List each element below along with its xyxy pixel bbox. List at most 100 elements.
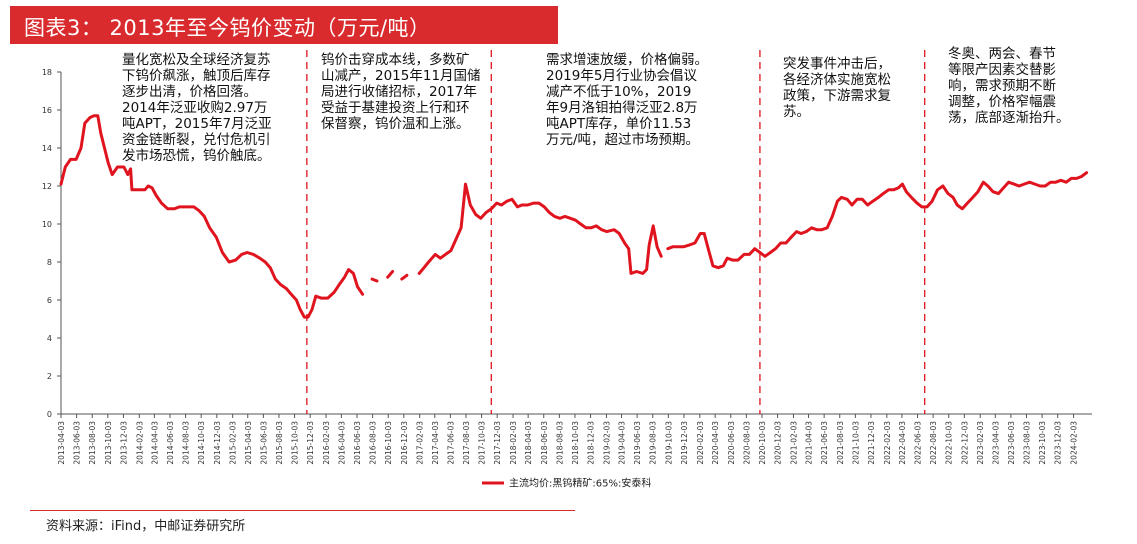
x-tick-label: 2017-12-03: [493, 421, 502, 465]
price-series-line: [386, 270, 395, 279]
x-tick-label: 2019-12-03: [680, 421, 689, 465]
x-tick-label: 2021-04-03: [805, 421, 814, 465]
annotation-text-line: 局进行收储招标，2017年: [321, 84, 477, 100]
x-tick-label: 2017-02-03: [416, 421, 425, 465]
x-tick-label: 2014-08-03: [182, 421, 191, 465]
x-tick-label: 2021-06-03: [820, 421, 829, 465]
x-tick-label: 2024-02-03: [1070, 421, 1079, 465]
x-tick-label: 2015-02-03: [229, 421, 238, 465]
annotation-text-line: 万元/吨，超过市场预期。: [546, 131, 699, 148]
annotation-text-line: 响，需求预期不断: [948, 78, 1056, 94]
x-tick-label: 2023-06-03: [1007, 421, 1016, 465]
annotation-text-line: 发市场恐慌，钨价触底。: [122, 147, 271, 164]
x-tick-label: 2013-12-03: [119, 421, 128, 465]
legend-label: 主流均价:黑钨精矿:65%:安泰科: [509, 477, 651, 490]
x-tick-label: 2018-06-03: [540, 421, 549, 465]
annotation-text-line: 各经济体实施宽松: [783, 71, 891, 88]
annotation-text-line: 2014年泛亚收购2.97万: [122, 100, 267, 116]
price-series-line: [666, 171, 1089, 270]
x-tick-label: 2022-08-03: [929, 421, 938, 465]
x-tick-label: 2020-04-03: [711, 421, 720, 465]
x-tick-label: 2023-04-03: [991, 421, 1000, 465]
x-tick-label: 2023-12-03: [1054, 421, 1063, 465]
x-tick-label: 2018-12-03: [587, 421, 596, 465]
x-tick-label: 2018-04-03: [524, 421, 533, 465]
annotation-text-line: 资金链断裂，兑付危机引: [122, 132, 271, 148]
x-tick-label: 2020-06-03: [727, 421, 736, 465]
x-tick-label: 2023-08-03: [1023, 421, 1032, 465]
source-note: 资料来源：iFind，中邮证券研究所: [46, 519, 246, 534]
x-tick-label: 2018-08-03: [555, 421, 564, 465]
y-tick-label: 18: [42, 68, 52, 77]
annotation-text-line: 突发事件冲击后，: [783, 56, 891, 72]
x-tick-label: 2014-12-03: [213, 421, 222, 465]
annotation-text-line: 钨价击穿成本线，多数矿: [321, 51, 470, 68]
x-tick-label: 2020-02-03: [696, 421, 705, 465]
annotation-text-line: 逐步出清，价格回落。: [122, 84, 257, 100]
x-tick-label: 2020-12-03: [774, 421, 783, 465]
annotation-text-line: 荡，底部逐渐抬升。: [948, 110, 1070, 126]
annotation-text-line: 冬奥、两会、春节: [948, 45, 1056, 62]
x-tick-label: 2017-04-03: [431, 421, 440, 465]
x-tick-label: 2014-04-03: [150, 421, 159, 465]
page-title: 图表3： 2013年至今钨价变动（万元/吨）: [24, 16, 431, 40]
x-tick-label: 2017-10-03: [478, 421, 487, 465]
annotation-text-line: 2019年5月行业协会倡议: [546, 68, 697, 84]
y-tick-label: 14: [42, 144, 52, 153]
x-tick-label: 2017-08-03: [462, 421, 471, 465]
x-tick-label: 2016-08-03: [369, 421, 378, 465]
price-series-line: [59, 114, 365, 319]
x-tick-label: 2022-12-03: [960, 421, 969, 465]
x-tick-label: 2023-10-03: [1038, 421, 1047, 465]
annotation-text-line: 量化宽松及全球经济复苏: [122, 51, 271, 68]
x-tick-label: 2017-06-03: [446, 421, 455, 465]
x-tick-label: 2021-10-03: [851, 421, 860, 465]
annotation-text-line: 山减产，2015年11月国储: [321, 68, 481, 84]
annotation-text-line: 吨APT库存，单价11.53: [546, 116, 691, 132]
x-tick-label: 2019-04-03: [618, 421, 627, 465]
x-tick-label: 2015-12-03: [306, 421, 315, 465]
y-tick-label: 12: [42, 182, 52, 191]
x-tick-label: 2016-02-03: [322, 421, 331, 465]
price-series-line: [370, 277, 379, 283]
x-tick-label: 2014-06-03: [166, 421, 175, 465]
y-tick-label: 0: [47, 410, 52, 419]
annotation-text-line: 政策，下游需求复: [783, 87, 891, 104]
x-tick-label: 2019-02-03: [602, 421, 611, 465]
x-tick-label: 2022-04-03: [898, 421, 907, 465]
x-tick-label: 2015-10-03: [291, 421, 300, 465]
price-series-line: [400, 273, 409, 281]
x-tick-label: 2016-04-03: [337, 421, 346, 465]
annotation-text-line: 年9月洛钼拍得泛亚2.8万: [546, 99, 698, 116]
x-tick-label: 2013-10-03: [104, 421, 113, 465]
x-tick-label: 2013-06-03: [73, 421, 82, 465]
price-series-line: [417, 182, 663, 275]
annotation-text-line: 调整，价格窄幅震: [948, 93, 1056, 110]
x-tick-label: 2016-12-03: [400, 421, 409, 465]
x-tick-label: 2023-02-03: [976, 421, 985, 465]
x-tick-label: 2014-02-03: [135, 421, 144, 465]
y-tick-label: 10: [42, 220, 52, 229]
x-tick-label: 2015-04-03: [244, 421, 253, 465]
x-tick-label: 2021-08-03: [836, 421, 845, 465]
x-tick-label: 2020-10-03: [758, 421, 767, 465]
x-tick-label: 2015-08-03: [275, 421, 284, 465]
y-tick-label: 8: [47, 258, 52, 267]
annotation-text-line: 等限产因素交替影: [948, 61, 1056, 78]
y-tick-label: 16: [42, 106, 52, 115]
x-tick-label: 2021-12-03: [867, 421, 876, 465]
x-tick-label: 2018-10-03: [571, 421, 580, 465]
x-tick-label: 2016-10-03: [384, 421, 393, 465]
y-tick-label: 6: [47, 296, 52, 305]
x-tick-label: 2020-08-03: [742, 421, 751, 465]
x-tick-label: 2018-02-03: [509, 421, 518, 465]
x-tick-label: 2014-10-03: [197, 421, 206, 465]
x-tick-label: 2013-04-03: [57, 421, 66, 465]
x-tick-label: 2019-10-03: [664, 421, 673, 465]
x-tick-label: 2016-06-03: [353, 421, 362, 465]
x-tick-label: 2022-06-03: [914, 421, 923, 465]
annotation-text-line: 需求增速放缓，价格偏弱。: [546, 52, 708, 68]
y-tick-label: 2: [47, 372, 52, 381]
x-tick-label: 2022-02-03: [883, 421, 892, 465]
